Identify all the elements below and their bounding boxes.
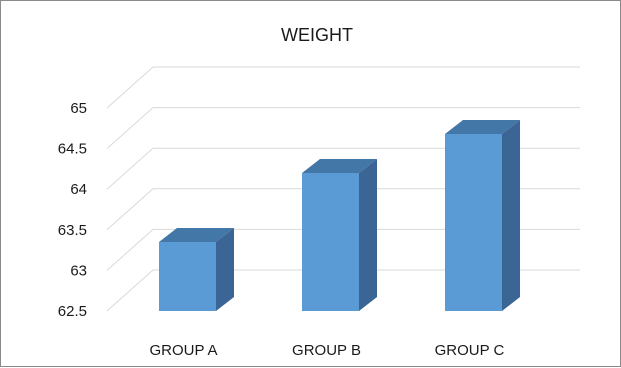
bar-side [216,227,234,311]
y-tick-label: 64.5 [58,141,87,158]
gridline [106,147,580,190]
x-category-label: GROUP C [435,342,505,359]
y-tick-label: 64 [70,181,87,198]
x-category-label: GROUP B [292,342,361,359]
bar-front [445,133,502,311]
gridline [106,107,580,149]
bar [302,158,377,311]
gridline [106,188,580,231]
bar [159,227,234,311]
bar-side [502,119,520,311]
y-tick-label: 62.5 [58,303,87,320]
y-tick-label: 63 [70,262,87,279]
bar [445,119,520,311]
bar-top [445,119,520,134]
gridline [106,66,580,109]
bar-side [359,158,377,311]
y-tick-label: 65 [70,100,87,117]
gridline [106,269,580,312]
bar-front [159,241,216,311]
bar-top [302,158,377,173]
x-category-label: GROUP A [149,342,217,359]
gridline [106,228,580,271]
y-tick-label: 63.5 [58,222,87,239]
bar-top [159,227,234,242]
bar-front [302,172,359,311]
chart-title: WEIGHT [281,25,353,45]
